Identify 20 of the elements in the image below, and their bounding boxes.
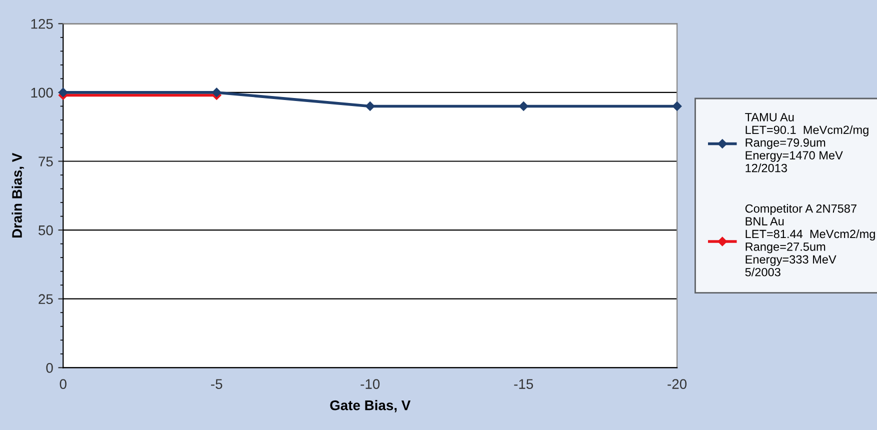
y-tick-label: 25 — [38, 294, 53, 304]
y-tick-label: 50 — [38, 225, 53, 236]
y-axis-title: Drain Bias, V — [12, 152, 24, 238]
x-tick-label: -5 — [211, 379, 222, 389]
legend-label: Competitor A 2N7587 BNL Au LET=81.44 MeVcm2/mg Range=27.5um Energy=333 MeV 5/2003 — [745, 204, 875, 276]
point — [58, 88, 68, 98]
x-tick-label: -20 — [668, 379, 687, 389]
x-tick-label: -10 — [360, 379, 380, 389]
y-tick-label: 125 — [31, 18, 53, 29]
y-tick-label: 0 — [46, 362, 53, 373]
point — [672, 102, 682, 111]
y-tick-label: 75 — [38, 156, 53, 166]
point — [212, 88, 222, 98]
x-tick-label: 0 — [60, 379, 66, 389]
point — [518, 102, 528, 111]
legend-label: TAMU Au LET=90.1 MeVcm2/mg Range=79.9um Energy=1470 MeV 12/2013 — [745, 113, 868, 172]
x-tick-label: -15 — [514, 379, 534, 389]
x-axis-title: Gate Bias, V — [330, 400, 411, 412]
y-tick-label: 100 — [31, 88, 53, 98]
point — [365, 102, 375, 111]
